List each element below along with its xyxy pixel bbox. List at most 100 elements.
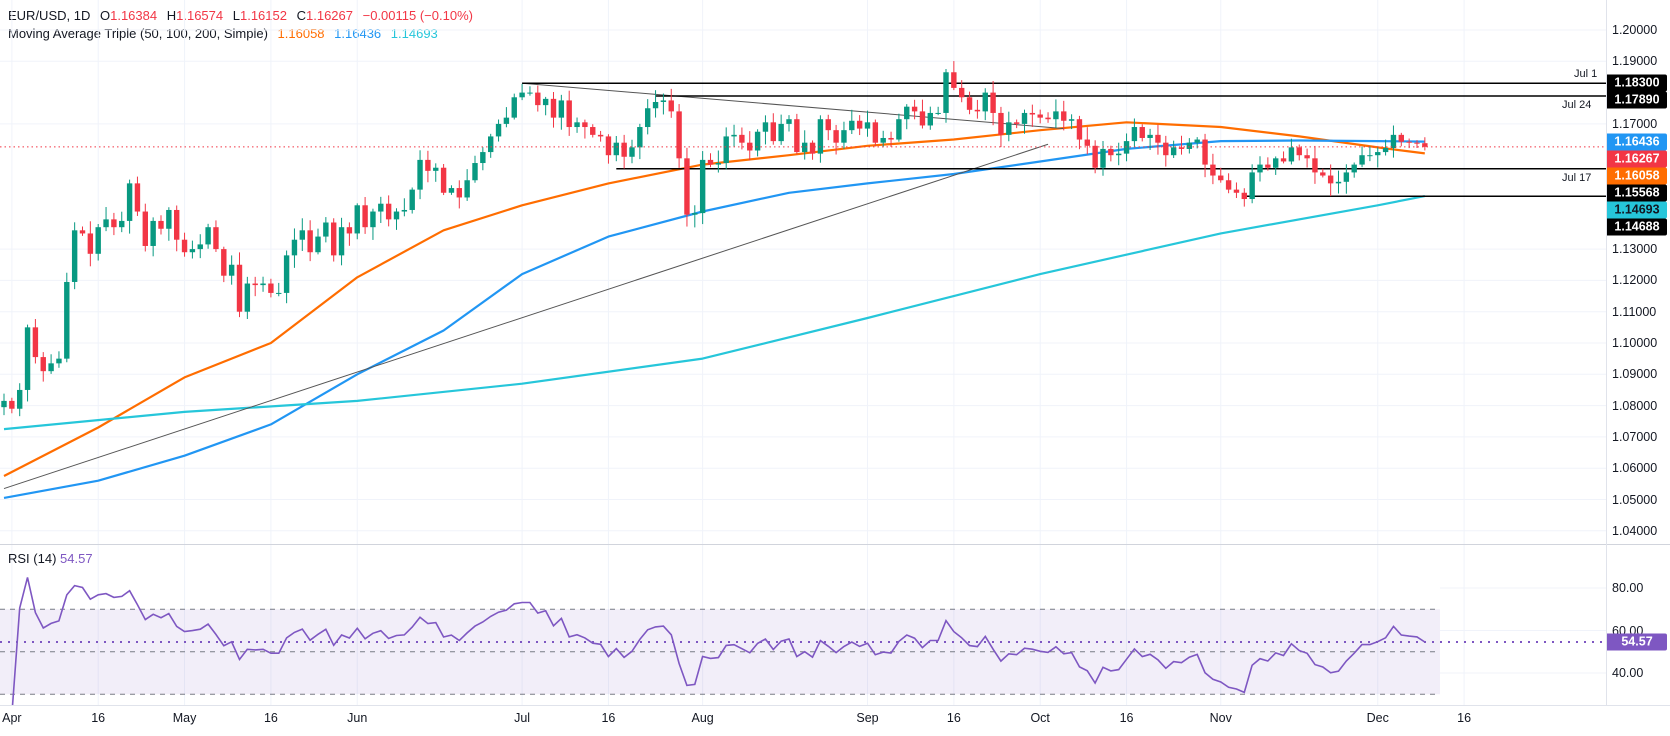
candle-body [291, 239, 298, 256]
candle-body [197, 244, 203, 250]
candle [856, 115, 863, 136]
candle [425, 150, 431, 183]
candle-body [260, 283, 266, 286]
candle [1367, 146, 1373, 162]
price-tick-label: 1.08000 [1612, 398, 1658, 413]
candle-body [488, 136, 494, 153]
candle [1351, 162, 1357, 178]
candle [833, 124, 839, 155]
candle [1249, 164, 1255, 204]
candle-body [1084, 139, 1090, 146]
candle [126, 179, 133, 234]
candle-body [503, 117, 510, 124]
open-label: O [99, 8, 111, 23]
price-chart[interactable] [0, 0, 1607, 545]
high-value: 1.16574 [176, 8, 224, 23]
candle-body [550, 98, 557, 118]
candle [464, 169, 470, 201]
candle-body [699, 159, 706, 214]
candle [103, 207, 109, 232]
rsi-chart[interactable] [0, 545, 1607, 705]
candle-body [189, 249, 196, 253]
open-value: 1.16384 [110, 8, 158, 23]
candle [974, 99, 981, 119]
candle-body [951, 72, 957, 88]
candle [1131, 118, 1138, 148]
candle [71, 222, 78, 290]
price-tick-label: 1.04000 [1612, 523, 1658, 538]
candle-body [597, 134, 604, 137]
candle [283, 250, 290, 304]
candle-body [417, 159, 423, 190]
candle [872, 119, 879, 147]
candle [919, 99, 926, 129]
candle-body [652, 101, 659, 109]
candle-body [440, 167, 447, 193]
candle [527, 86, 533, 96]
candle [142, 203, 148, 252]
candle [150, 217, 156, 257]
candle-body [236, 264, 243, 312]
last-price-tag: 1.16267 [1607, 150, 1667, 168]
time-axis-label: 16 [1457, 711, 1472, 725]
candle [79, 226, 86, 236]
candle [621, 134, 627, 169]
candle [323, 217, 329, 243]
price-tick-label: 1.19000 [1612, 54, 1658, 69]
candle-body [754, 131, 761, 151]
candle-body [747, 142, 753, 151]
candle [448, 185, 455, 195]
candle [1359, 146, 1365, 168]
candle [221, 246, 227, 283]
candle [809, 140, 816, 160]
candle [362, 196, 368, 234]
candle [1320, 168, 1326, 178]
candle [896, 113, 902, 142]
candle-body [676, 111, 682, 159]
candle [1225, 173, 1232, 194]
candle-body [1178, 147, 1185, 149]
candle-body [1398, 134, 1404, 142]
candle [299, 218, 305, 252]
candle-body [1375, 152, 1381, 156]
candle-body [252, 283, 258, 286]
candle [197, 234, 203, 259]
candle-body [205, 227, 211, 245]
change-value: −0.00115 (−0.10%) [362, 8, 473, 23]
candle [1178, 135, 1185, 155]
candle-body [519, 92, 525, 98]
candle [40, 352, 46, 382]
candle-body [1265, 164, 1271, 168]
rsi-value-tag: 54.57 [1607, 633, 1667, 651]
candle [550, 92, 557, 128]
candle-body [71, 230, 78, 282]
candle-body [723, 136, 729, 164]
candle [433, 163, 439, 182]
candle [825, 114, 831, 141]
ma100-price-tag: 1.16436 [1607, 133, 1667, 151]
candle-body [87, 233, 94, 254]
candle [1218, 167, 1224, 183]
time-axis-label: 16 [91, 711, 106, 725]
candle [1422, 137, 1428, 151]
candle-body [307, 230, 313, 253]
candle [9, 397, 15, 414]
time-axis[interactable] [0, 705, 1670, 736]
candle [56, 351, 62, 368]
candle [1296, 144, 1302, 161]
candle [385, 195, 392, 227]
candle-body [244, 283, 251, 312]
candle [213, 220, 219, 252]
symbol-label: EUR/USD, 1D [8, 8, 91, 23]
candle [244, 276, 251, 320]
candle-body [833, 130, 839, 143]
time-axis-label: Oct [1030, 711, 1050, 725]
pane-separator[interactable] [0, 544, 1670, 545]
candle-body [660, 100, 667, 102]
candle [346, 222, 353, 246]
candle [645, 99, 651, 135]
candle [1288, 138, 1295, 165]
candle-body [1296, 147, 1302, 156]
candle-body [959, 87, 965, 98]
candle [1398, 132, 1404, 147]
